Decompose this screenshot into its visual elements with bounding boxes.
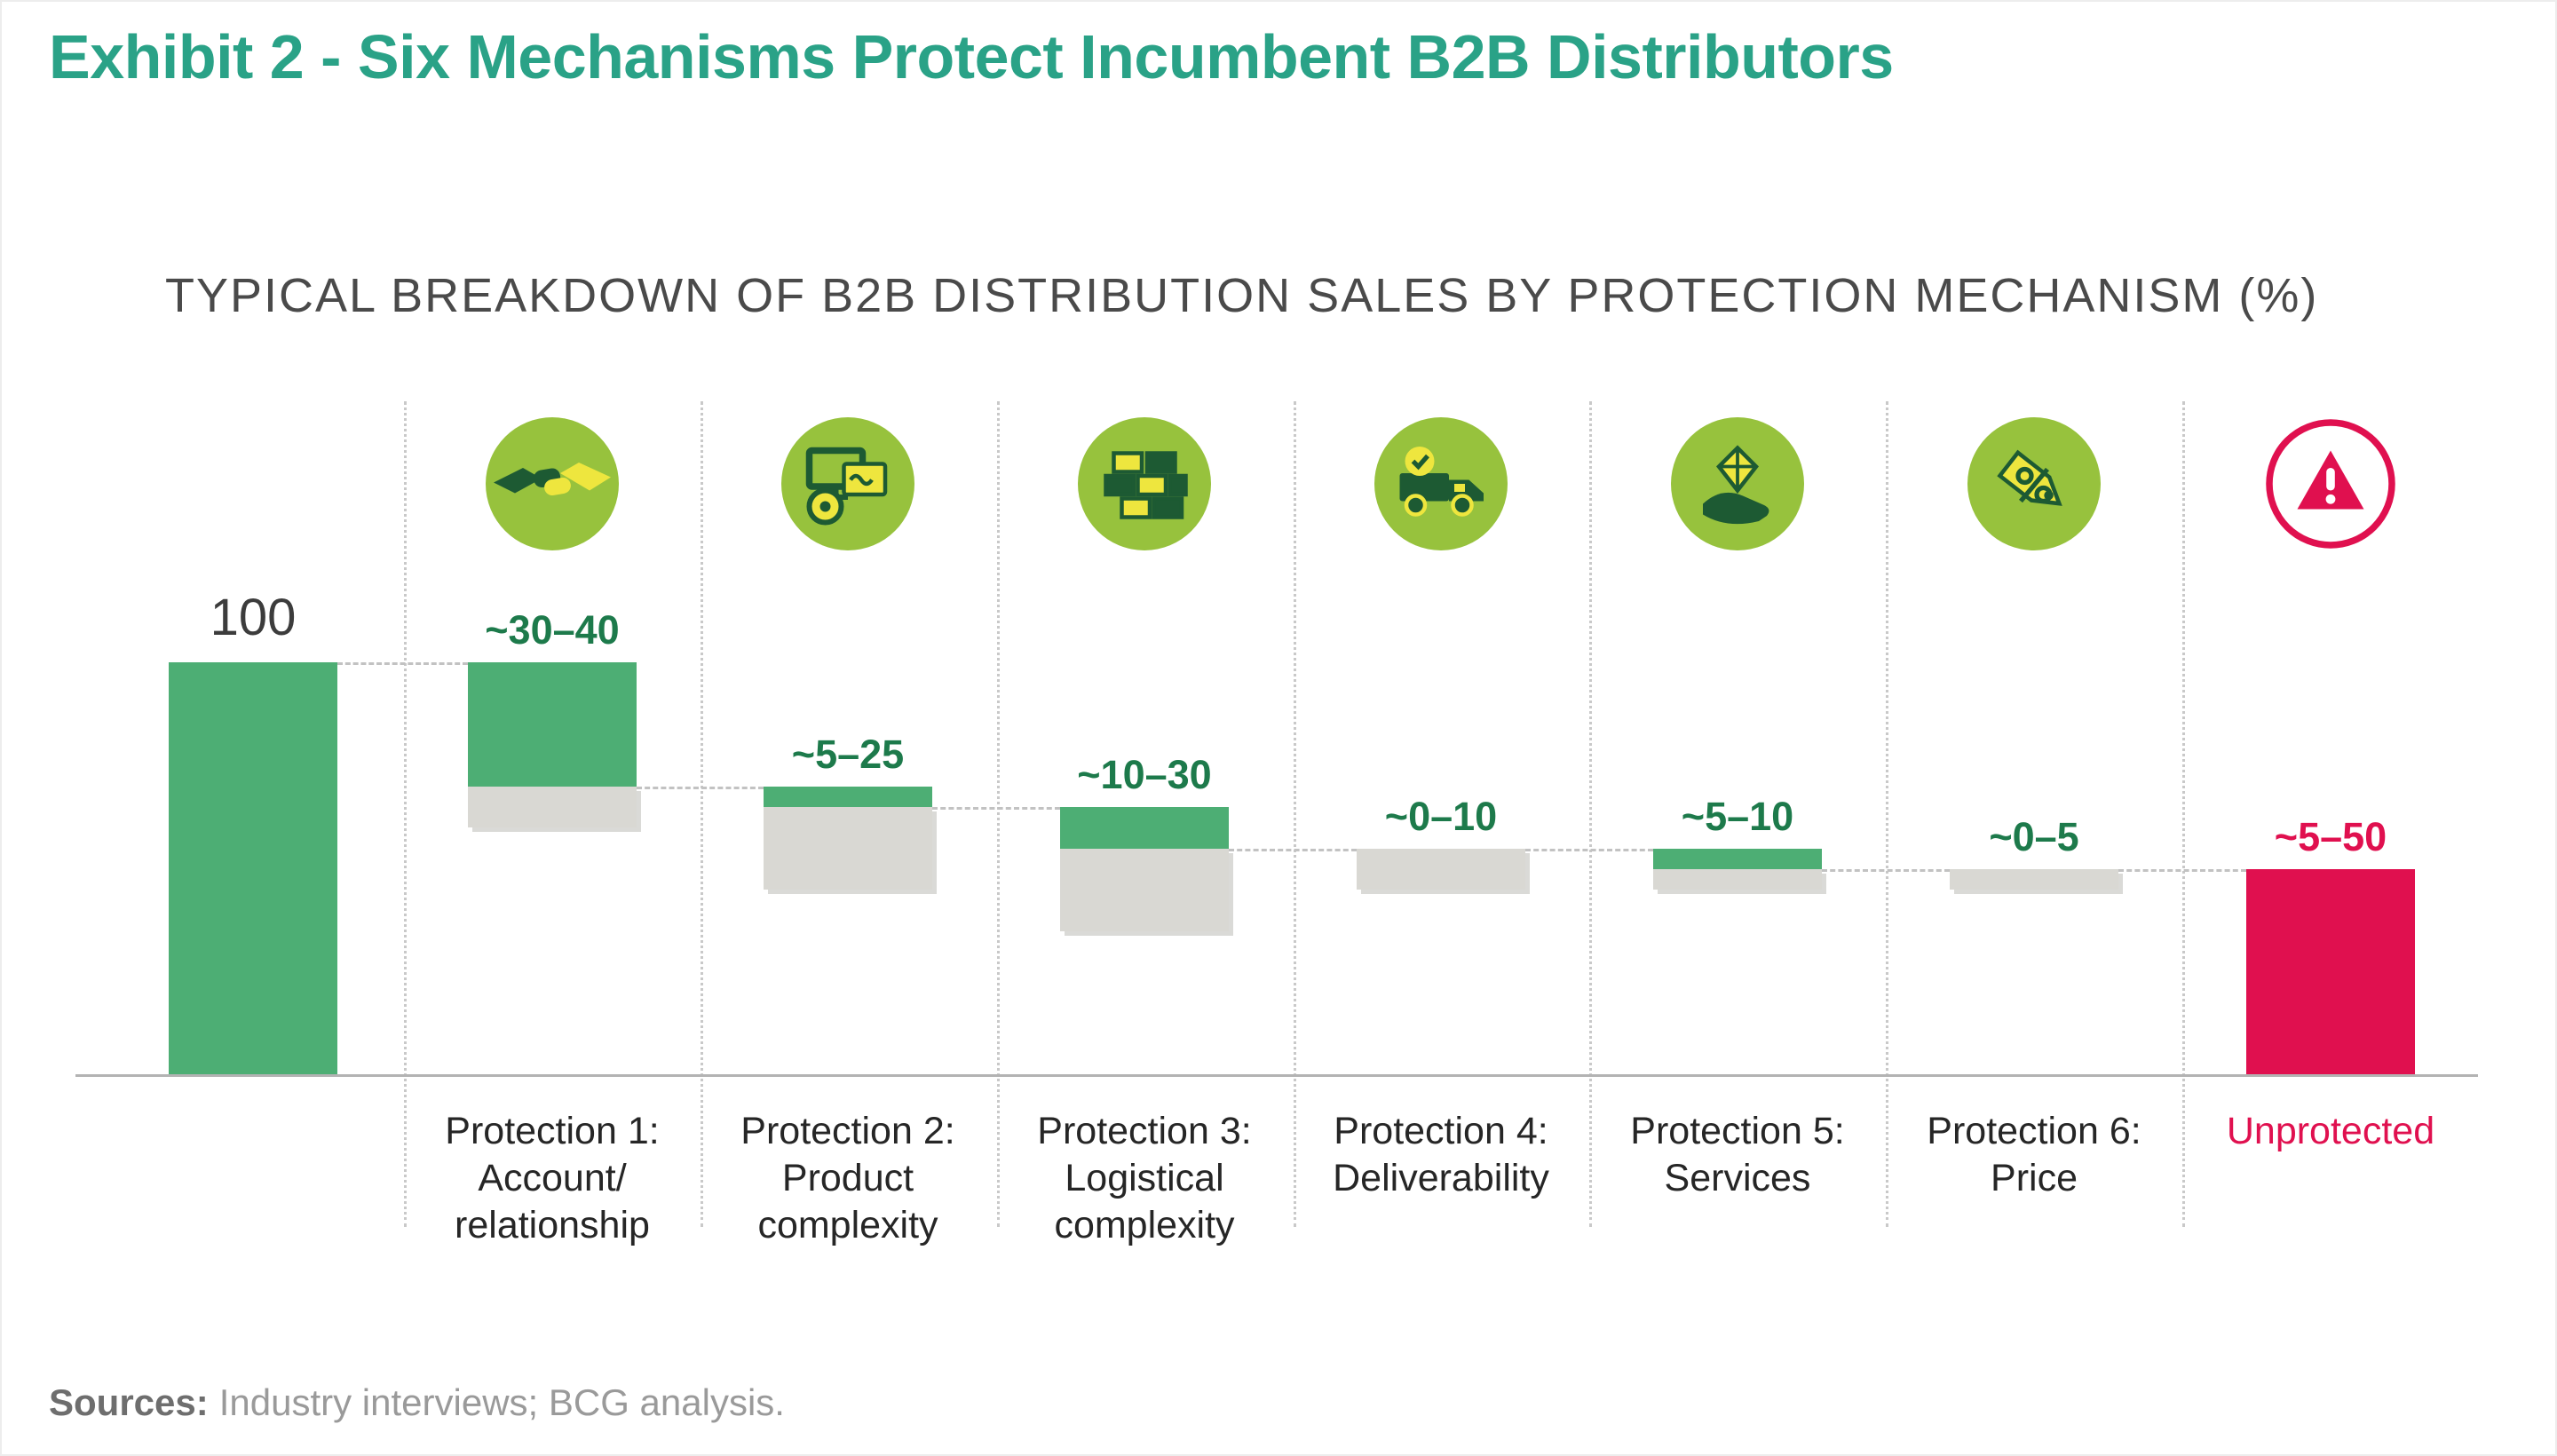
- sources-note: Sources: Industry interviews; BCG analysi…: [49, 1381, 785, 1424]
- category-label-protection-4: Protection 4: Deliverability: [1333, 1110, 1549, 1199]
- icon-badge-protection-3: [1078, 417, 1211, 550]
- protection-range-bar: [468, 786, 637, 828]
- value-label-protection-3: ~10–30: [1077, 752, 1212, 798]
- icon-badge-protection-4: [1374, 417, 1508, 550]
- connector-line: [637, 786, 764, 789]
- column-divider: [997, 401, 1000, 1227]
- category-label-protection-3: Protection 3: Logistical complexity: [1037, 1110, 1252, 1246]
- handshake-icon: [486, 417, 619, 550]
- sources-text: Industry interviews; BCG analysis.: [218, 1381, 785, 1423]
- unprotected-bar: [2246, 869, 2415, 1076]
- protection-range-bar: [1060, 848, 1229, 931]
- icon-badge-protection-2: [781, 417, 914, 550]
- column-divider: [1886, 401, 1888, 1227]
- icon-badge-protection-5: [1671, 417, 1804, 550]
- category-label-protection-2: Protection 2: Product complexity: [740, 1110, 955, 1246]
- value-label-protection-2: ~5–25: [791, 731, 905, 777]
- category-label-protection-5: Protection 5: Services: [1630, 1110, 1845, 1199]
- value-label-protection-4: ~0–10: [1384, 793, 1498, 839]
- value-label-unprotected: ~5–50: [2274, 814, 2387, 859]
- category-label-unprotected: Unprotected: [2226, 1110, 2435, 1152]
- warning-icon: [2266, 419, 2395, 549]
- connector-line: [1525, 848, 1653, 851]
- connector-line: [2118, 869, 2246, 872]
- category-label-protection-1: Protection 1: Account/ relationship: [445, 1110, 660, 1246]
- value-label-protection-5: ~5–10: [1681, 793, 1794, 839]
- logistical-complexity-icon: [1078, 417, 1211, 550]
- protection-min-bar: [1060, 807, 1229, 849]
- connector-line: [1822, 869, 1950, 872]
- total-bar: [169, 662, 337, 1076]
- chart-title: TYPICAL BREAKDOWN OF B2B DISTRIBUTION SA…: [165, 269, 2319, 322]
- protection-min-bar: [1653, 848, 1822, 869]
- column-divider: [701, 401, 703, 1227]
- connector-line: [337, 662, 468, 665]
- value-label-protection-6: ~0–5: [1989, 814, 2079, 859]
- icon-badge-protection-6: [1967, 417, 2101, 550]
- column-divider: [404, 401, 407, 1227]
- category-label-protection-6: Protection 6: Price: [1927, 1110, 2141, 1199]
- icon-badge-unprotected: [2264, 417, 2397, 550]
- start-value-label: 100: [210, 589, 297, 646]
- column-divider: [1294, 401, 1296, 1227]
- price-tag-icon: [1967, 417, 2101, 550]
- column-divider: [2182, 401, 2185, 1227]
- page-title: Exhibit 2 - Six Mechanisms Protect Incum…: [49, 22, 1894, 91]
- protection-range-bar: [764, 807, 932, 890]
- protection-range-bar: [1950, 869, 2118, 890]
- value-label-protection-1: ~30–40: [485, 607, 620, 653]
- product-complexity-icon: [781, 417, 914, 550]
- plot-area: [0, 662, 2557, 1076]
- protection-range-bar: [1357, 848, 1525, 890]
- sources-label: Sources:: [49, 1381, 209, 1423]
- protection-min-bar: [468, 662, 637, 787]
- delivery-truck-icon: [1374, 417, 1508, 550]
- protection-min-bar: [764, 786, 932, 808]
- x-axis-line: [75, 1074, 2478, 1077]
- hand-diamond-icon: [1671, 417, 1804, 550]
- protection-range-bar: [1653, 869, 1822, 890]
- icon-badge-protection-1: [486, 417, 619, 550]
- connector-line: [1229, 848, 1357, 851]
- connector-line: [932, 807, 1060, 811]
- column-divider: [1589, 401, 1592, 1227]
